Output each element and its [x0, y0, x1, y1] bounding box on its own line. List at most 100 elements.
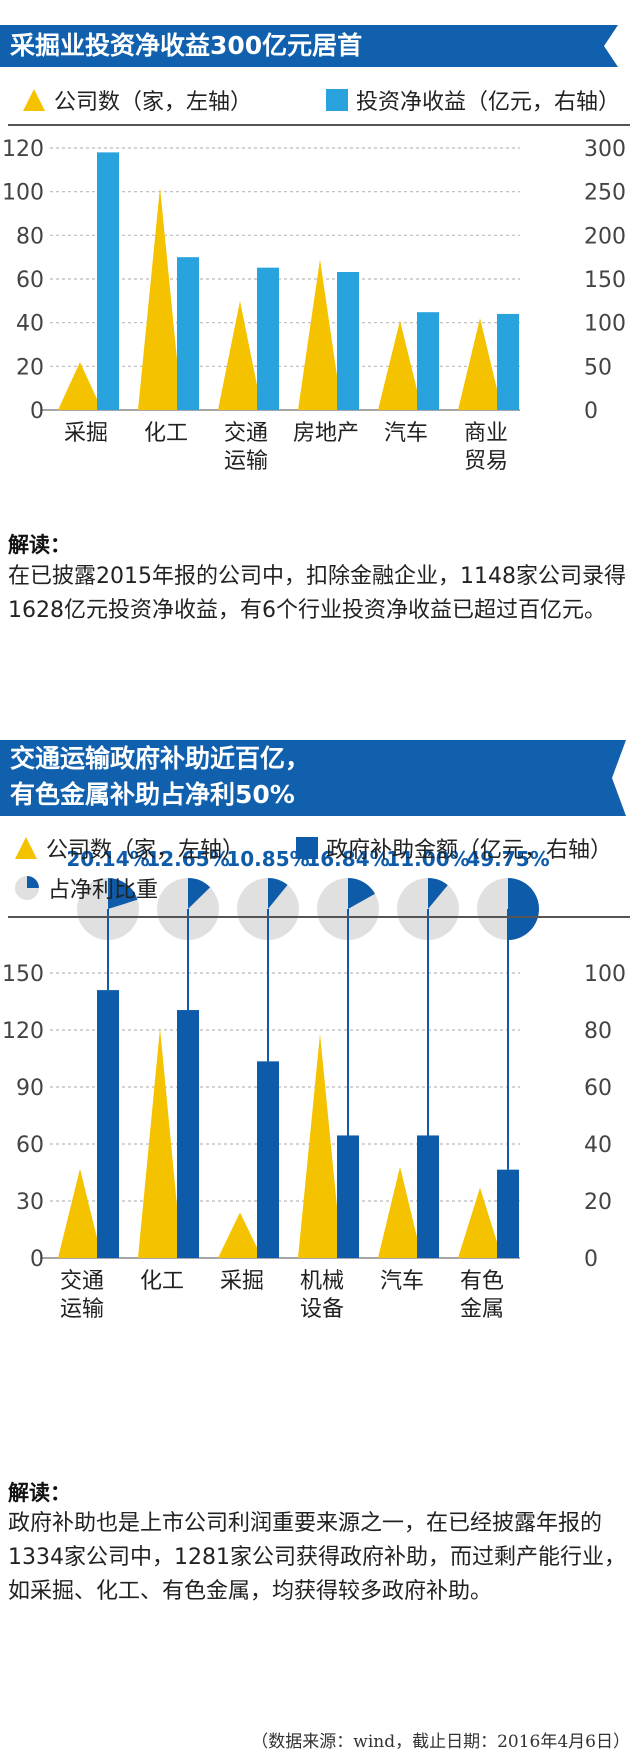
legend-label: 政府补助金额（亿元，右轴）	[326, 838, 613, 863]
pie-slice	[188, 878, 211, 909]
section1-interpretation-label: 解读：	[8, 533, 71, 557]
legend-company-count: 公司数（家，左轴）	[22, 84, 252, 116]
source-note: （数据来源：wind，截止日期：2016年4月6日）	[251, 1732, 630, 1752]
right-tick-label: 200	[584, 224, 626, 249]
company-count-triangle	[58, 1168, 102, 1258]
left-tick-label: 150	[2, 962, 44, 987]
banner-shape	[0, 25, 618, 67]
pie-slice	[508, 878, 539, 940]
company-count-triangle	[218, 1212, 262, 1258]
chart2: 0 30 60 90 120 150 0 20 40 60 80 100 交通 运输 20.14% 化工 12.…	[0, 840, 640, 1470]
investment-income-bar	[97, 152, 119, 410]
subsidy-amount-bar	[417, 1135, 439, 1258]
investment-income-bar	[417, 312, 439, 410]
pie-slice	[268, 878, 288, 909]
investment-income-bar	[257, 267, 279, 410]
company-count-triangle	[378, 320, 422, 410]
subsidy-amount-bar	[497, 1169, 519, 1258]
right-tick-label: 300	[584, 137, 626, 162]
category-label: 化工	[140, 1269, 184, 1294]
section1-legend: 公司数（家，左轴） 投资净收益（亿元，右轴）	[0, 80, 640, 120]
banner-shape	[0, 740, 626, 816]
legend-label: 公司数（家，左轴）	[54, 90, 253, 115]
left-tick-label: 120	[2, 137, 44, 162]
category-label: 贸易	[464, 449, 508, 474]
chart1-svg: 0 20 40 60 80 100 120 0 50 100 150 200 250 300 采掘 化工 交通运…	[2, 137, 626, 474]
company-count-triangle	[378, 1166, 422, 1258]
subsidy-amount-bar	[97, 990, 119, 1258]
section2-interpretation: 政府补助也是上市公司利润重要来源之一，在已经披露年报的1334家公司中，1281…	[8, 1511, 626, 1604]
right-tick-label: 0	[584, 1247, 598, 1272]
right-tick-label: 150	[584, 268, 626, 293]
square-icon	[296, 837, 318, 859]
category-label: 金属	[460, 1297, 504, 1322]
category-label: 交通	[224, 421, 268, 446]
pie-percent-label: 49.75%	[466, 847, 549, 871]
chart1: 0 20 40 60 80 100 120 0 50 100 150 200 250 300 采掘 化工 交通运…	[0, 132, 640, 522]
legend-label: 公司数（家，左轴）	[46, 838, 245, 863]
right-tick-label: 100	[584, 312, 626, 337]
pie-percent-label: 16.84%	[306, 847, 389, 871]
left-tick-label: 40	[16, 312, 44, 337]
category-label: 机械	[300, 1269, 344, 1294]
legend-subsidy-amount: 政府补助金额（亿元，右轴）	[296, 832, 612, 864]
company-count-triangle	[58, 361, 102, 410]
category-label: 交通	[60, 1269, 104, 1294]
left-tick-label: 120	[2, 1019, 44, 1044]
section2-interpretation-label: 解读：	[8, 1481, 71, 1505]
legend-label: 占净利比重	[48, 878, 159, 903]
right-tick-label: 40	[584, 1133, 612, 1158]
triangle-icon	[15, 837, 37, 859]
left-tick-label: 60	[16, 268, 44, 293]
category-label: 有色	[460, 1269, 504, 1294]
subsidy-amount-bar	[257, 1061, 279, 1258]
legend-company-count: 公司数（家，左轴）	[14, 832, 244, 864]
category-label: 汽车	[380, 1269, 424, 1294]
section1-rule	[8, 124, 630, 126]
legend-label: 投资净收益（亿元，右轴）	[356, 90, 621, 115]
pie-percent-label: 12.65%	[146, 847, 229, 871]
category-label: 房地产	[293, 421, 359, 446]
section2-title-line2: 有色金属补助占净利50%	[10, 780, 295, 809]
category-label: 设备	[300, 1297, 344, 1322]
right-tick-label: 0	[584, 399, 598, 424]
section1-banner: 采掘业投资净收益300亿元居首	[0, 20, 640, 70]
pie-percent-label: 10.85%	[226, 847, 309, 871]
category-label: 化工	[144, 421, 188, 446]
pie-slice	[428, 878, 448, 909]
section2-banner: 交通运输政府补助近百亿， 有色金属补助占净利50%	[0, 738, 640, 818]
pie-slice	[108, 878, 138, 909]
left-tick-label: 0	[30, 1247, 44, 1272]
right-tick-label: 50	[584, 355, 612, 380]
category-label: 采掘	[220, 1269, 264, 1294]
left-tick-label: 60	[16, 1133, 44, 1158]
company-count-triangle	[298, 259, 342, 410]
chart2-svg: 0 30 60 90 120 150 0 20 40 60 80 100 交通运输 20.14% 化工 12.…	[2, 847, 626, 1322]
category-label: 运输	[224, 449, 268, 474]
section1-title: 采掘业投资净收益300亿元居首	[10, 31, 363, 60]
pie-percent-label: 20.14%	[66, 847, 149, 871]
company-count-triangle	[138, 187, 182, 410]
section2-title-line1: 交通运输政府补助近百亿，	[10, 744, 311, 773]
investment-income-bar	[497, 313, 519, 410]
company-count-triangle	[458, 318, 502, 410]
company-count-triangle	[218, 300, 262, 410]
right-tick-label: 100	[584, 962, 626, 987]
category-label: 汽车	[384, 421, 428, 446]
investment-income-bar	[177, 257, 199, 410]
right-tick-label: 20	[584, 1190, 612, 1215]
company-count-triangle	[458, 1187, 502, 1258]
category-label: 采掘	[64, 421, 108, 446]
right-tick-label: 80	[584, 1019, 612, 1044]
triangle-icon	[23, 89, 45, 111]
left-tick-label: 80	[16, 224, 44, 249]
pie-percent-label: 11.00%	[386, 847, 469, 871]
left-tick-label: 30	[16, 1190, 44, 1215]
company-count-triangle	[298, 1033, 342, 1258]
legend-investment-income: 投资净收益（亿元，右轴）	[326, 84, 620, 116]
category-label: 商业	[464, 421, 508, 446]
right-tick-label: 60	[584, 1076, 612, 1101]
left-tick-label: 0	[30, 399, 44, 424]
subsidy-amount-bar	[337, 1135, 359, 1258]
square-icon	[326, 89, 348, 111]
